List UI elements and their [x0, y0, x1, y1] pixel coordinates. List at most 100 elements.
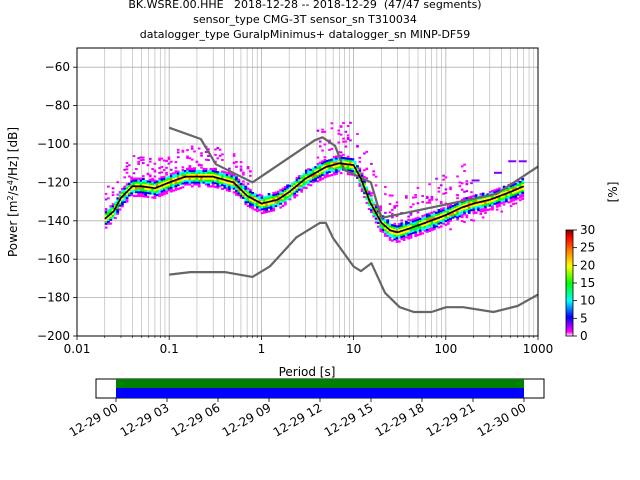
heatmap-cell [218, 179, 222, 182]
heatmap-cell [460, 215, 464, 219]
heatmap-cell [446, 216, 450, 220]
heatmap-cell [449, 186, 452, 189]
heatmap-cell [402, 236, 406, 240]
heatmap-cell [295, 188, 299, 191]
heatmap-cell [270, 194, 273, 197]
heatmap-cell [235, 189, 238, 192]
heatmap-cell [363, 175, 366, 178]
heatmap-cell [207, 169, 210, 173]
heatmap-cell [139, 192, 143, 196]
heatmap-cell [449, 228, 452, 231]
heatmap-cell [337, 164, 341, 167]
heatmap-cell [179, 173, 182, 176]
heatmap-cell [465, 200, 469, 204]
heatmap-cell [297, 186, 301, 189]
heatmap-cell [309, 180, 313, 183]
heatmap-cell [400, 231, 404, 235]
heatmap-cell [242, 194, 245, 198]
heatmap-cell [360, 189, 364, 193]
heatmap-cell [118, 193, 122, 196]
heatmap-cell [388, 234, 392, 238]
heatmap-cell [204, 169, 208, 173]
heatmap-cell [253, 197, 257, 200]
heatmap-cell [323, 170, 327, 173]
heatmap-cell [144, 181, 148, 185]
heatmap-cell [493, 202, 497, 205]
heatmap-cell [505, 200, 508, 203]
heatmap-cell [239, 184, 243, 188]
heatmap-cell [446, 211, 450, 214]
heatmap-cell [388, 227, 392, 230]
heatmap-cell [512, 183, 515, 187]
heatmap-cell [453, 203, 457, 207]
heatmap-cell [377, 212, 380, 215]
heatmap-cell [211, 179, 215, 182]
heatmap-cell [311, 177, 315, 180]
heatmap-cell [162, 193, 166, 196]
heatmap-cell [388, 194, 392, 197]
heatmap-cell [358, 171, 362, 174]
heatmap-cell [407, 223, 411, 227]
heatmap-cell [342, 140, 345, 143]
heatmap-cell [214, 172, 217, 175]
heatmap-cell [363, 180, 366, 183]
heatmap-cell [263, 199, 266, 203]
heatmap-cell [381, 224, 385, 228]
heatmap-cell [146, 182, 150, 185]
heatmap-cell [386, 234, 390, 237]
heatmap-cell [495, 194, 499, 197]
heatmap-cell [337, 160, 341, 163]
heatmap-cell [181, 180, 185, 183]
heatmap-cell [123, 187, 127, 190]
heatmap-cell [123, 200, 127, 204]
heatmap-cell [186, 181, 189, 184]
heatmap-cell [244, 199, 248, 202]
heatmap-cell [481, 202, 485, 205]
timeline-tick-label: 12-29 00 [67, 400, 121, 439]
heatmap-cell [330, 158, 334, 161]
heatmap-cell [186, 149, 189, 152]
heatmap-cell [211, 181, 215, 184]
heatmap-cell [221, 153, 224, 156]
heatmap-cell [502, 203, 506, 206]
heatmap-cell [144, 189, 148, 192]
heatmap-cell [297, 175, 301, 178]
heatmap-cell [472, 219, 476, 222]
heatmap-cell [218, 154, 222, 157]
heatmap-cell [270, 207, 273, 211]
heatmap-cell [256, 202, 259, 205]
heatmap-cell [342, 137, 345, 140]
heatmap-cell [372, 170, 376, 173]
heatmap-cell [111, 203, 115, 206]
heatmap-cell [314, 170, 317, 173]
timeline-tick-label: 12-29 15 [322, 400, 376, 439]
heatmap-cell [132, 172, 136, 175]
heatmap-cell [360, 187, 364, 191]
heatmap-cell [300, 186, 303, 189]
heatmap-cell [321, 169, 324, 173]
heatmap-cell [172, 181, 175, 185]
heatmap-cell [237, 178, 241, 181]
heatmap-cell [288, 192, 292, 195]
heatmap-cell [141, 175, 145, 178]
heatmap-cell [360, 184, 364, 187]
heatmap-cell [239, 186, 243, 189]
heatmap-cell [109, 207, 113, 210]
heatmap-cell [207, 185, 210, 188]
heatmap-cell [246, 166, 250, 169]
heatmap-cell [200, 152, 203, 155]
heatmap-cell [107, 211, 110, 214]
heatmap-cell [123, 189, 127, 192]
heatmap-cell [474, 194, 478, 197]
heatmap-cell [488, 190, 492, 194]
heatmap-cell [318, 145, 322, 148]
heatmap-cell [498, 200, 501, 204]
heatmap-cell [202, 177, 206, 180]
heatmap-cell [435, 223, 438, 226]
heatmap-cell [416, 228, 420, 231]
heatmap-cell [279, 200, 283, 203]
heatmap-cell [509, 188, 513, 191]
heatmap-cell [267, 206, 271, 209]
heatmap-cell [111, 191, 115, 194]
heatmap-cell [477, 209, 480, 212]
